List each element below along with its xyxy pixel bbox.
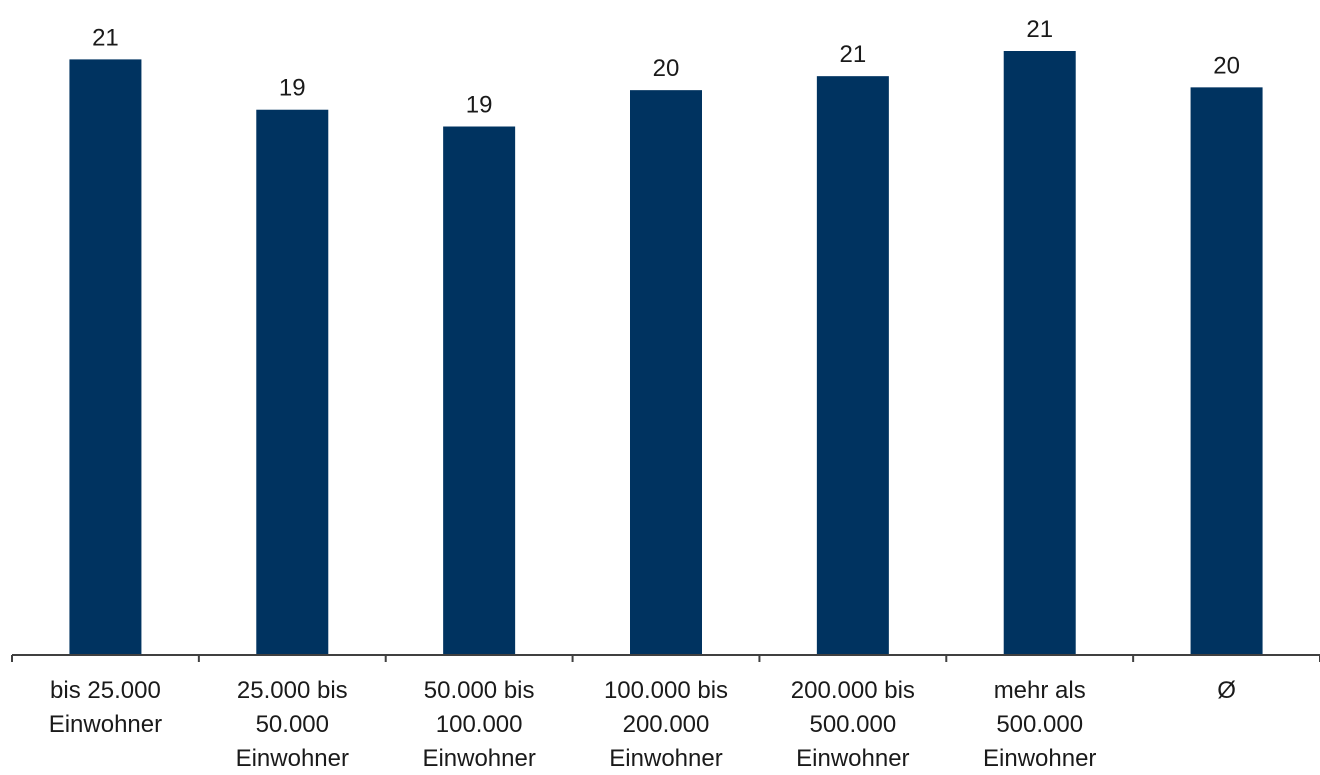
bar-value-label: 20 xyxy=(1213,52,1240,79)
bar-value-label: 21 xyxy=(1026,16,1053,43)
category-label: Ø xyxy=(1217,677,1236,704)
category-label-line: Einwohner xyxy=(609,745,722,772)
bar-value-label: 19 xyxy=(466,92,493,119)
bar-value-label: 19 xyxy=(279,75,306,102)
category-label-line: 100.000 bis xyxy=(604,677,728,704)
category-label-line: 25.000 bis xyxy=(237,677,348,704)
category-label: 25.000 bis 50.000 Einwohner xyxy=(236,677,349,772)
category-label-line: 200.000 bis xyxy=(791,677,915,704)
bar xyxy=(443,126,516,655)
category-label-line: 50.000 xyxy=(256,711,329,738)
category-label-line: 500.000 xyxy=(809,711,896,738)
x-axis-category-labels: bis 25.000 Einwohner 25.000 bis 50.000 Einwo… xyxy=(49,677,1236,772)
bar xyxy=(256,109,329,655)
bar xyxy=(1003,51,1076,655)
category-label-line: Einwohner xyxy=(236,745,349,772)
category-label-line: 50.000 bis xyxy=(424,677,535,704)
bar xyxy=(816,76,889,655)
category-label: mehr als 500.000 Einwohner xyxy=(983,677,1096,772)
data-labels-group: 21 19 19 20 21 21 20 xyxy=(92,16,1240,119)
category-label-line: Einwohner xyxy=(422,745,535,772)
category-label: 200.000 bis 500.000 Einwohner xyxy=(791,677,915,772)
category-label-line: mehr als xyxy=(994,677,1086,704)
category-label-line: Einwohner xyxy=(983,745,1096,772)
bar-value-label: 21 xyxy=(840,41,867,68)
category-label-line: 500.000 xyxy=(996,711,1083,738)
category-label-line: Ø xyxy=(1217,677,1236,704)
bars-group xyxy=(69,51,1263,656)
bar xyxy=(1190,87,1263,655)
x-axis: bis 25.000 Einwohner 25.000 bis 50.000 Einwo… xyxy=(11,654,1320,772)
bar-value-label: 20 xyxy=(653,55,680,82)
category-label-line: bis 25.000 xyxy=(50,677,161,704)
category-label: 100.000 bis 200.000 Einwohner xyxy=(604,677,728,772)
category-label-line: Einwohner xyxy=(796,745,909,772)
category-label-line: 200.000 xyxy=(623,711,710,738)
category-label: bis 25.000 Einwohner xyxy=(49,677,162,738)
x-axis-ticks xyxy=(11,655,1320,662)
bar-value-label: 21 xyxy=(92,24,119,51)
bar xyxy=(69,59,142,655)
category-label-line: 100.000 xyxy=(436,711,523,738)
category-label-line: Einwohner xyxy=(49,711,162,738)
category-label: 50.000 bis 100.000 Einwohner xyxy=(422,677,535,772)
bar xyxy=(630,90,702,656)
